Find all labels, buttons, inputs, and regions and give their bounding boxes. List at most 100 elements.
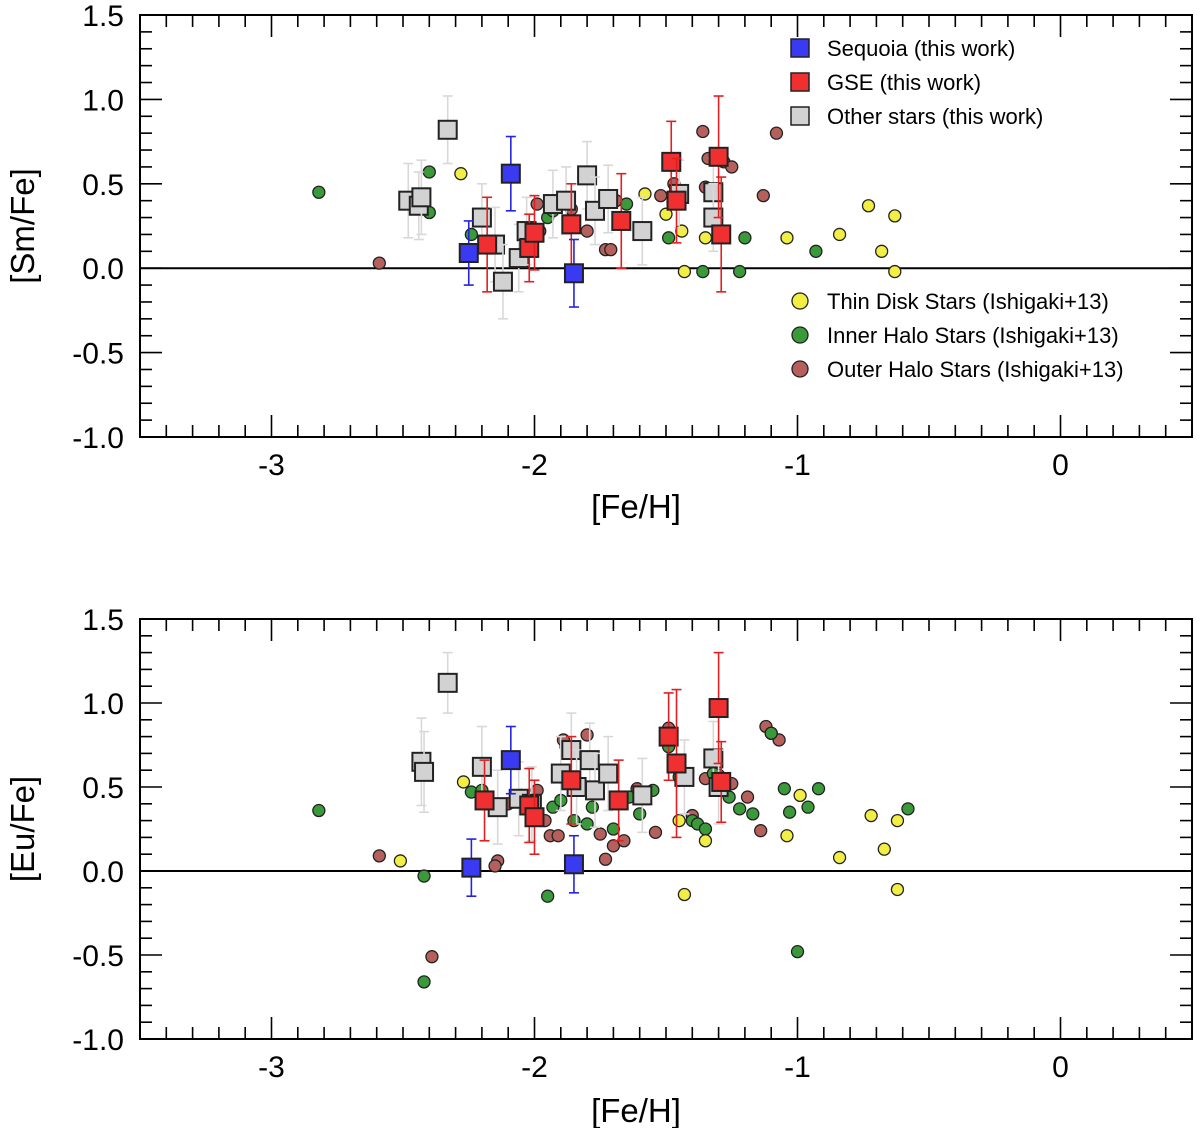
legend-label-inner: Inner Halo Stars (Ishigaki+13) [827,323,1119,348]
series-sequoia [458,135,584,308]
data-point-thin [861,199,876,213]
data-point-other [411,187,432,208]
data-point-thin [638,187,652,201]
data-point-thin [677,887,692,902]
data-point-inner [422,165,436,179]
data-point-outer [754,824,768,838]
data-point-outer [530,197,544,211]
data-point-other [414,761,435,782]
panel-sm-fe: -3 -2 -1 0 1.5 1.0 0.5 0.0 -0.5 -1.0 [Fe/H] [Sm/Fe]… [4,0,1193,525]
data-point-outer [372,256,386,270]
series-thin [393,775,905,902]
data-point-inner [606,822,621,836]
data-point-other [556,190,577,211]
data-point-outer [598,852,613,866]
data-point-gse [524,222,545,243]
data-point-other [703,748,724,769]
legend: Thin Disk Stars (Ishigaki+13) Inner Halo … [791,289,1124,382]
x-tick-label: -3 [258,449,285,482]
data-point-inner [746,807,760,821]
panel-eu-fe: -3 -2 -1 0 1.5 1.0 0.5 0.0 -0.5 -1.0 [Fe/H] [Eu/Fe] [4,604,1193,1128]
plot-frame [139,618,1193,1040]
data-point-inner [585,800,600,814]
data-point-outer [425,950,439,964]
data-point-inner [619,197,634,211]
data-point-gse [474,790,495,811]
data-point-thin [456,775,471,789]
data-point-thin [877,842,891,856]
data-point-gse [708,146,729,167]
data-point-outer [372,849,386,863]
x-tick-label: -2 [521,1051,548,1084]
x-tick-label: 0 [1052,1051,1069,1084]
data-point-inner [782,805,797,819]
x-tick-label: -2 [521,449,548,482]
data-point-inner [698,822,713,836]
data-point-thin [393,854,408,868]
y-tick-label: 1.5 [82,0,124,33]
data-point-inner [764,726,778,740]
data-point-gse [611,210,632,231]
y-tick-label: -0.5 [72,940,124,973]
data-point-gse [658,726,679,747]
data-point-outer [725,160,739,174]
y-tick-label: 1.5 [82,604,124,637]
data-point-outer [769,126,784,140]
data-point-thin [793,788,807,803]
data-point-inner [417,869,431,883]
legend-label-gse: GSE (this work) [827,70,981,95]
data-point-inner [312,185,326,199]
data-point-other [598,763,619,784]
data-point-inner [541,889,555,903]
data-point-thin [780,231,794,245]
data-point-thin [832,227,847,242]
data-point-inner [738,231,752,245]
data-point-thin [832,850,847,865]
x-axis-title: [Fe/H] [591,1092,681,1128]
data-point-thin [780,829,794,843]
x-tick-label: -1 [784,449,811,482]
legend-label-sequoia: Sequoia (this work) [827,36,1015,61]
data-point-inner [801,800,815,814]
data-point-outer [696,124,710,139]
data-point-other [584,780,605,801]
x-tick-label: -3 [258,1051,285,1084]
data-point-gse [561,214,582,235]
data-point-gse [608,790,629,811]
legend-label-outer: Outer Halo Stars (Ishigaki+13) [827,357,1124,382]
data-point-inner [901,802,915,816]
data-point-thin [890,813,905,828]
data-point-other [471,756,492,777]
data-point-thin [864,808,878,823]
data-point-thin [454,167,468,181]
data-point-outer [580,728,594,742]
data-point-outer [740,790,755,804]
data-point-other [632,785,653,806]
x-tick-label: -1 [784,1051,811,1084]
series-sequoia [461,725,584,898]
legend: Sequoia (this work) GSE (this work) Other … [790,36,1043,129]
data-point-thin [888,209,902,223]
data-point-thin [890,882,905,897]
legend-marker-sequoia [790,38,810,58]
data-point-thin [888,264,902,279]
data-point-other [577,165,598,186]
legend-marker-gse [790,72,810,92]
data-point-thin [672,813,686,828]
data-point-gse [524,807,545,828]
data-point-thin [659,207,673,221]
data-point-outer [654,188,668,203]
y-tick-label: -0.5 [72,338,124,371]
data-point-inner [809,244,823,258]
data-point-other [632,221,653,242]
data-point-inner [811,782,826,796]
data-point-gse [561,770,582,791]
x-axis-title: [Fe/H] [591,488,681,525]
y-tick-label: 0.5 [82,772,124,805]
y-tick-label: 0.5 [82,169,124,202]
legend-marker-outer [791,360,809,378]
series-gse [474,651,732,856]
data-point-sequoia [563,263,584,284]
data-point-outer [551,829,565,843]
data-point-outer [488,859,502,873]
